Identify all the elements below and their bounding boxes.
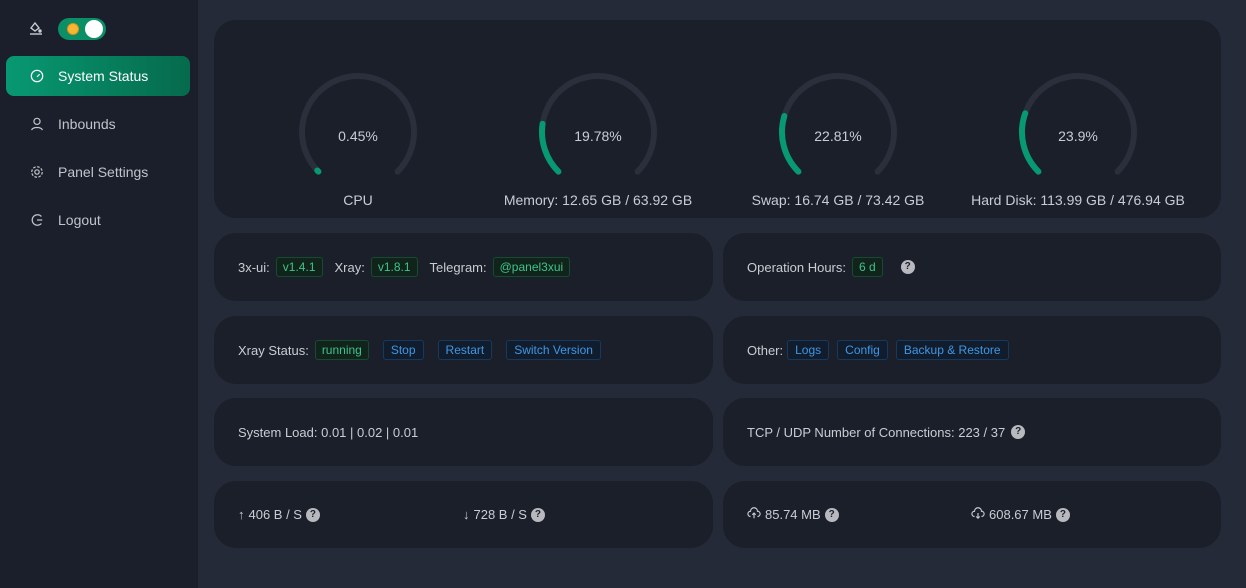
sidebar-item-panel-settings[interactable]: Panel Settings <box>6 152 190 192</box>
gauge-percent: 23.9% <box>1058 128 1098 144</box>
logs-button[interactable]: Logs <box>787 340 830 360</box>
speed-card: ↑ 406 B / S? ↓ 728 B / S? <box>214 481 713 548</box>
gauge: 19.78% Memory: 12.65 GB / 63.92 GB <box>478 70 718 208</box>
gauge-progress <box>314 167 322 175</box>
sidebar-item-inbounds[interactable]: Inbounds <box>6 104 190 144</box>
system-load-card: System Load: 0.01 | 0.02 | 0.01 <box>214 398 713 466</box>
sidebar-item-system-status[interactable]: System Status <box>6 56 190 96</box>
theme-toggle[interactable] <box>58 18 106 40</box>
gauge-progress <box>1019 110 1042 175</box>
paint-bucket-icon <box>28 20 44 39</box>
upload-speed: 406 B / S <box>248 507 302 522</box>
gauge-track <box>779 73 897 175</box>
xray-label: Xray: <box>334 259 365 275</box>
xray-status-tag: running <box>314 340 369 360</box>
dashboard-icon <box>30 69 44 83</box>
sidebar-item-label: Panel Settings <box>58 164 149 180</box>
traffic-card: 85.74 MB? 608.67 MB? <box>723 481 1221 548</box>
gauge-progress <box>779 113 802 175</box>
help-icon[interactable]: ? <box>1055 507 1070 522</box>
sidebar-item-label: Inbounds <box>58 116 116 132</box>
arrow-up-icon: ↑ <box>238 507 245 522</box>
theme-switcher <box>28 18 106 40</box>
uptime-card: Operation Hours: 6 d? <box>723 233 1221 301</box>
xray-version-tag: v1.8.1 <box>370 257 418 277</box>
switch-version-button[interactable]: Switch Version <box>506 340 601 360</box>
gauge-label: Swap: 16.74 GB / 73.42 GB <box>751 192 925 208</box>
config-button[interactable]: Config <box>837 340 888 360</box>
gauge: 23.9% Hard Disk: 113.99 GB / 476.94 GB <box>958 70 1198 208</box>
help-icon[interactable]: ? <box>824 507 839 522</box>
toggle-knob <box>85 20 103 38</box>
other-card: Other: Logs Config Backup & Restore <box>723 316 1221 384</box>
connections-text: TCP / UDP Number of Connections: 223 / 3… <box>747 424 1006 440</box>
stop-button[interactable]: Stop <box>382 340 424 360</box>
cloud-download-icon <box>971 506 985 523</box>
gauge-label: CPU <box>343 192 373 208</box>
gauge-progress <box>539 120 562 175</box>
gauge: 22.81% Swap: 16.74 GB / 73.42 GB <box>718 70 958 208</box>
gauge-track <box>299 73 417 175</box>
xray-status-label: Xray Status: <box>238 342 309 358</box>
backup-restore-button[interactable]: Backup & Restore <box>895 340 1009 360</box>
connections-card: TCP / UDP Number of Connections: 223 / 3… <box>723 398 1221 466</box>
gauge-percent: 19.78% <box>574 128 622 144</box>
cloud-upload-icon <box>747 506 761 523</box>
sidebar-item-label: System Status <box>58 68 149 84</box>
help-icon[interactable]: ? <box>1011 425 1026 439</box>
gauge: 0.45% CPU <box>238 70 478 208</box>
system-load-text: System Load: 0.01 | 0.02 | 0.01 <box>238 424 419 440</box>
gauge-percent: 0.45% <box>338 128 378 144</box>
sidebar-item-logout[interactable]: Logout <box>6 200 190 240</box>
download-speed: 728 B / S <box>473 507 527 522</box>
gauge-track <box>539 73 657 175</box>
gauge-track <box>1019 73 1137 175</box>
logout-icon <box>31 214 43 226</box>
restart-button[interactable]: Restart <box>437 340 493 360</box>
telegram-link[interactable]: @panel3xui <box>492 257 571 277</box>
gauge-label: Hard Disk: 113.99 GB / 476.94 GB <box>971 192 1185 208</box>
help-icon[interactable]: ? <box>305 507 320 522</box>
gauge-percent: 22.81% <box>814 128 862 144</box>
gear-icon <box>31 166 43 178</box>
traffic-received: 608.67 MB <box>989 507 1052 522</box>
versions-card: 3x-ui: v1.4.1 Xray: v1.8.1 Telegram: @panel… <box>214 233 713 301</box>
sidebar-item-label: Logout <box>58 212 101 228</box>
ui-label: 3x-ui: <box>238 259 270 275</box>
uptime-value: 6 d <box>852 257 883 277</box>
user-icon <box>31 117 43 131</box>
gauge-label: Memory: 12.65 GB / 63.92 GB <box>503 192 693 208</box>
sun-icon <box>68 24 78 34</box>
help-icon[interactable]: ? <box>900 260 915 274</box>
uptime-label: Operation Hours: <box>747 259 846 275</box>
ui-version-tag: v1.4.1 <box>275 257 323 277</box>
resource-gauges-card: 0.45% CPU 19.78% Memory: 12.65 GB / 63.92 G… <box>214 20 1221 218</box>
help-icon[interactable]: ? <box>530 507 545 522</box>
arrow-down-icon: ↓ <box>463 507 470 522</box>
telegram-label: Telegram: <box>429 259 487 275</box>
traffic-sent: 85.74 MB <box>765 507 821 522</box>
other-label: Other: <box>747 342 784 358</box>
sidebar: System Status Inbounds Panel Settings Lo… <box>0 0 198 588</box>
xray-status-card: Xray Status: running Stop Restart Switch Ve… <box>214 316 713 384</box>
